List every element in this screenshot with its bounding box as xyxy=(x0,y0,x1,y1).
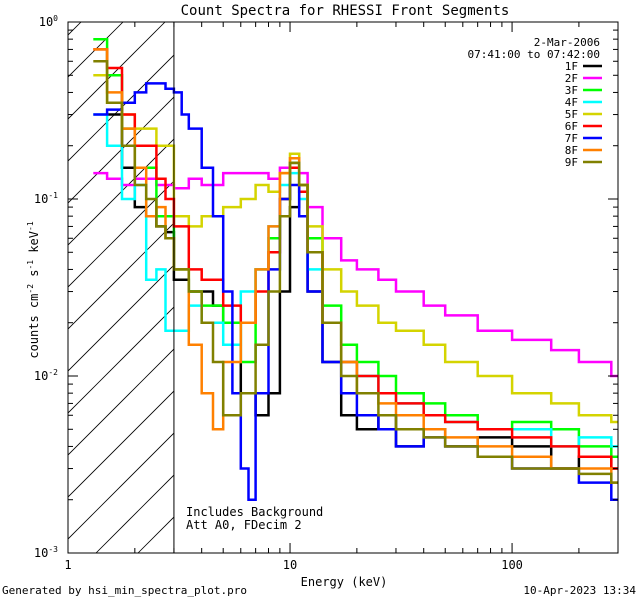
annotation-background: Includes Background xyxy=(186,505,323,519)
hatch-line xyxy=(390,0,640,553)
x-tick-label: 100 xyxy=(501,558,523,572)
hatch-line xyxy=(68,54,174,162)
hatch-line xyxy=(68,306,174,414)
plot-frame xyxy=(67,21,619,554)
hatch-line xyxy=(68,222,174,330)
legend-label-2f: 2F xyxy=(565,72,578,85)
series-9f xyxy=(93,60,618,484)
hatch-line xyxy=(68,432,174,540)
legend-label-7f: 7F xyxy=(565,132,578,145)
hatch-line xyxy=(348,0,640,553)
time-range-label: 07:41:00 to 07:42:00 xyxy=(468,48,600,61)
date-label: 2-Mar-2006 xyxy=(534,36,600,49)
y-tick-label: 10-2 xyxy=(34,368,58,383)
axes: 1 10 100 10-3 10-2 10-1 100 xyxy=(34,14,619,572)
footer-timestamp: 10-Apr-2023 13:34 xyxy=(523,584,636,597)
legend-label-9f: 9F xyxy=(565,156,578,169)
legend-label-5f: 5F xyxy=(565,108,578,121)
hatch-line xyxy=(306,0,640,553)
hatch-line xyxy=(68,22,124,78)
hatch-line xyxy=(474,0,640,553)
hatch-line xyxy=(432,0,640,553)
hatch-line xyxy=(68,22,166,120)
hatch-line xyxy=(68,96,174,204)
x-axis-label: Energy (keV) xyxy=(301,575,388,589)
hatch-line xyxy=(68,390,174,498)
y-axis-label: counts cm-2 s-1 keV-1 xyxy=(26,221,41,358)
y-tick-label: 10-1 xyxy=(34,191,58,206)
chart-title: Count Spectra for RHESSI Front Segments xyxy=(181,3,510,19)
legend-label-6f: 6F xyxy=(565,120,578,133)
hatch-line xyxy=(68,348,174,456)
hatch-line xyxy=(600,0,640,553)
hatch-line xyxy=(68,22,82,36)
legend-label-1f: 1F xyxy=(565,60,578,73)
footer-generated-by: Generated by hsi_min_spectra_plot.pro xyxy=(2,584,248,597)
x-tick-label: 1 xyxy=(64,558,71,572)
hatched-region xyxy=(68,0,640,553)
hatch-line xyxy=(264,0,640,553)
hatch-line xyxy=(68,180,174,288)
legend-label-8f: 8F xyxy=(565,144,578,157)
hatch-line xyxy=(95,474,174,553)
series-layer xyxy=(93,37,618,501)
annotation-attenuator: Att A0, FDecim 2 xyxy=(186,518,302,532)
legend-label-3f: 3F xyxy=(565,84,578,97)
series-2f xyxy=(93,161,618,378)
legend-label-4f: 4F xyxy=(565,96,578,109)
y-tick-label: 100 xyxy=(39,14,58,29)
x-tick-label: 10 xyxy=(283,558,297,572)
y-tick-label: 10-3 xyxy=(34,545,58,560)
